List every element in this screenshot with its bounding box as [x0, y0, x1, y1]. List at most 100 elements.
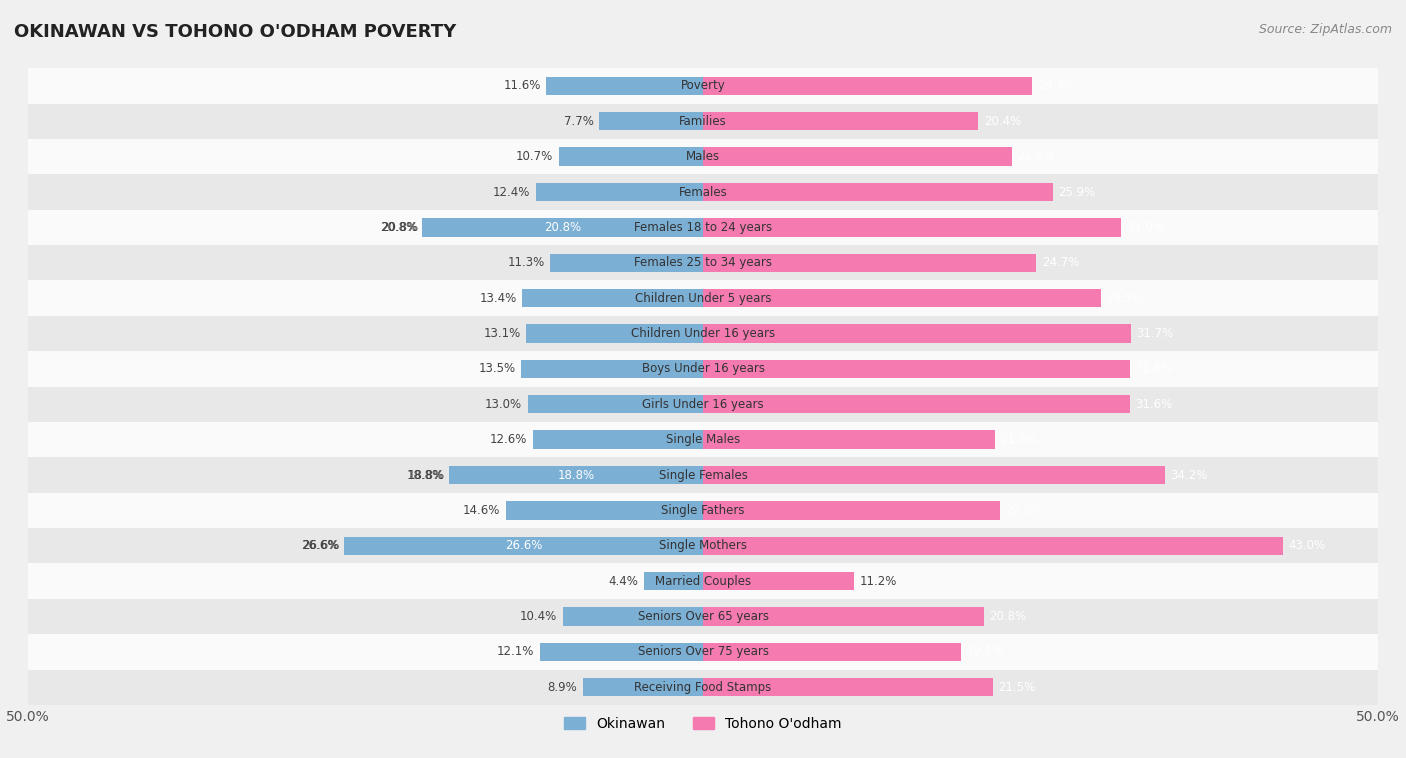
Text: Single Mothers: Single Mothers [659, 539, 747, 553]
Text: 31.7%: 31.7% [1136, 327, 1174, 340]
Bar [28, 599, 1378, 634]
Bar [703, 678, 993, 697]
Bar [540, 643, 703, 661]
Bar [703, 218, 1122, 236]
Bar [703, 254, 1036, 272]
Text: Source: ZipAtlas.com: Source: ZipAtlas.com [1258, 23, 1392, 36]
Text: 12.4%: 12.4% [494, 186, 530, 199]
Bar [28, 245, 1378, 280]
Bar [551, 254, 703, 272]
Text: 31.0%: 31.0% [1126, 221, 1164, 234]
Legend: Okinawan, Tohono O'odham: Okinawan, Tohono O'odham [558, 711, 848, 736]
Text: 20.8%: 20.8% [990, 610, 1026, 623]
Bar [703, 289, 1101, 307]
Text: 14.6%: 14.6% [463, 504, 501, 517]
Text: 24.4%: 24.4% [1038, 80, 1076, 92]
Text: 10.7%: 10.7% [516, 150, 553, 163]
Text: Single Females: Single Females [658, 468, 748, 481]
Text: 13.0%: 13.0% [485, 398, 522, 411]
Text: 8.9%: 8.9% [548, 681, 578, 694]
Text: 18.8%: 18.8% [406, 468, 444, 481]
Text: 18.8%: 18.8% [558, 468, 595, 481]
Text: 13.5%: 13.5% [478, 362, 516, 375]
Bar [526, 324, 703, 343]
Text: 22.0%: 22.0% [1005, 504, 1043, 517]
Text: Receiving Food Stamps: Receiving Food Stamps [634, 681, 772, 694]
Bar [533, 431, 703, 449]
Bar [644, 572, 703, 590]
Text: 13.4%: 13.4% [479, 292, 517, 305]
Text: 12.6%: 12.6% [491, 433, 527, 446]
Bar [703, 607, 984, 625]
Text: 31.6%: 31.6% [1135, 398, 1173, 411]
Text: 11.6%: 11.6% [503, 80, 541, 92]
Text: 20.8%: 20.8% [380, 221, 416, 234]
Text: Poverty: Poverty [681, 80, 725, 92]
Text: Boys Under 16 years: Boys Under 16 years [641, 362, 765, 375]
Text: 29.5%: 29.5% [1107, 292, 1144, 305]
Text: 7.7%: 7.7% [564, 114, 593, 128]
Bar [344, 537, 703, 555]
Text: 21.5%: 21.5% [998, 681, 1036, 694]
Bar [558, 148, 703, 166]
Bar [28, 210, 1378, 245]
Text: 11.3%: 11.3% [508, 256, 546, 269]
Text: 21.6%: 21.6% [1000, 433, 1038, 446]
Text: 18.8%: 18.8% [408, 468, 446, 481]
Bar [28, 316, 1378, 351]
Bar [522, 289, 703, 307]
Bar [703, 572, 855, 590]
Text: 20.8%: 20.8% [381, 221, 418, 234]
Bar [599, 112, 703, 130]
Bar [703, 466, 1164, 484]
Bar [28, 563, 1378, 599]
Bar [703, 148, 1012, 166]
Bar [28, 174, 1378, 210]
Bar [28, 422, 1378, 457]
Text: Single Fathers: Single Fathers [661, 504, 745, 517]
Text: 26.6%: 26.6% [301, 539, 339, 553]
Bar [536, 183, 703, 201]
Bar [527, 395, 703, 413]
Text: 19.1%: 19.1% [966, 645, 1004, 659]
Text: Males: Males [686, 150, 720, 163]
Bar [450, 466, 703, 484]
Bar [562, 607, 703, 625]
Text: 34.2%: 34.2% [1170, 468, 1208, 481]
Bar [703, 112, 979, 130]
Text: 31.6%: 31.6% [1135, 362, 1173, 375]
Bar [28, 493, 1378, 528]
Bar [703, 77, 1032, 95]
Bar [583, 678, 703, 697]
Bar [703, 501, 1000, 519]
Bar [28, 528, 1378, 563]
Bar [28, 351, 1378, 387]
Bar [28, 387, 1378, 422]
Text: Seniors Over 75 years: Seniors Over 75 years [637, 645, 769, 659]
Text: 20.4%: 20.4% [984, 114, 1021, 128]
Bar [703, 643, 960, 661]
Bar [28, 139, 1378, 174]
Text: Females 18 to 24 years: Females 18 to 24 years [634, 221, 772, 234]
Bar [28, 104, 1378, 139]
Bar [506, 501, 703, 519]
Text: Single Males: Single Males [666, 433, 740, 446]
Bar [28, 457, 1378, 493]
Bar [703, 431, 994, 449]
Bar [703, 324, 1130, 343]
Text: Married Couples: Married Couples [655, 575, 751, 587]
Text: Children Under 5 years: Children Under 5 years [634, 292, 772, 305]
Text: Seniors Over 65 years: Seniors Over 65 years [637, 610, 769, 623]
Text: 26.6%: 26.6% [505, 539, 543, 553]
Bar [703, 395, 1129, 413]
Bar [547, 77, 703, 95]
Text: Families: Families [679, 114, 727, 128]
Text: 26.6%: 26.6% [302, 539, 340, 553]
Text: OKINAWAN VS TOHONO O'ODHAM POVERTY: OKINAWAN VS TOHONO O'ODHAM POVERTY [14, 23, 457, 41]
Text: 4.4%: 4.4% [609, 575, 638, 587]
Bar [703, 537, 1284, 555]
Text: 10.4%: 10.4% [520, 610, 557, 623]
Text: Females: Females [679, 186, 727, 199]
Bar [520, 360, 703, 378]
Text: Females 25 to 34 years: Females 25 to 34 years [634, 256, 772, 269]
